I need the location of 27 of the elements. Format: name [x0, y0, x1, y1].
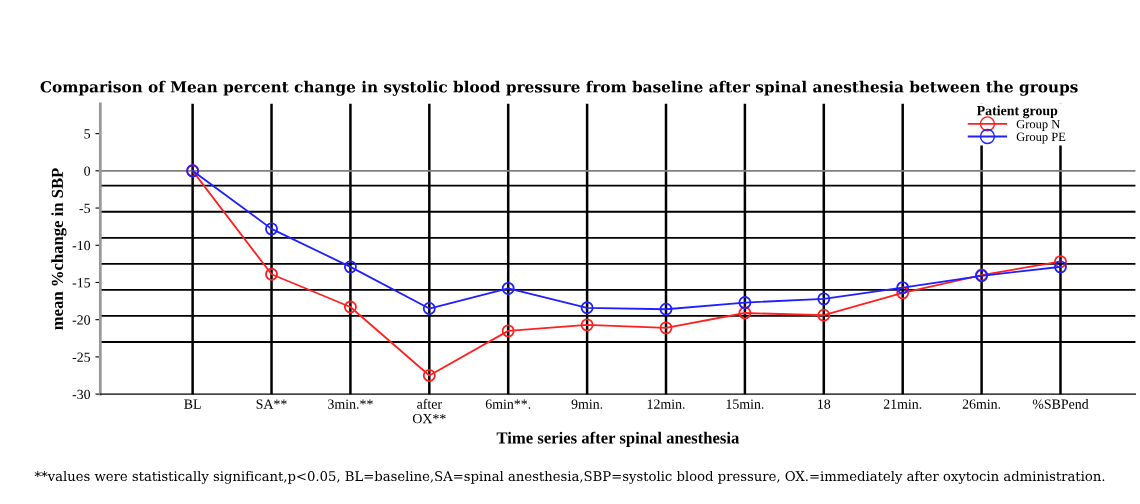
- x-tick-label: 21min.: [883, 399, 922, 409]
- x-tick-label: 9min.: [571, 399, 603, 409]
- x-tick-label: 3min.**: [328, 399, 373, 409]
- y-tick-label: -15: [72, 278, 91, 288]
- legend-label: Group N: [1016, 119, 1060, 131]
- y-tick-label: 0: [84, 166, 91, 176]
- chart-title: Comparison of Mean percent change in systolic blood pressure from baseline after spinal anesthesia between the groups: [40, 80, 1078, 96]
- y-tick-label: -30: [72, 389, 91, 400]
- x-tick-label: 18: [818, 399, 831, 409]
- x-tick-label: 12min.: [647, 399, 685, 409]
- x-tick-label: 26min.: [962, 399, 1001, 409]
- y-axis-title: mean %change in SBP: [51, 168, 67, 330]
- y-tick-label: -25: [72, 352, 91, 362]
- legend-label: Group PE: [1016, 132, 1066, 144]
- x-tick-label: after OX**: [412, 398, 446, 424]
- y-tick-label: -20: [72, 315, 91, 325]
- x-tick-label: 6min**.: [485, 399, 531, 409]
- x-tick-label: %SBPend: [1032, 398, 1089, 409]
- legend-title: Patient group: [976, 105, 1058, 119]
- x-tick-label: SA**: [256, 399, 287, 409]
- x-tick-label: 15min.: [726, 399, 764, 409]
- text: **values were statistically significant,p<0.05, BL=baseline,SA=spinal anesthesia,SBP=systolic blood pressure, OX.=immediately after oxytocin administration.: [34, 470, 1105, 484]
- y-tick-label: -10: [72, 240, 91, 251]
- x-tick-label: BL: [184, 399, 201, 409]
- y-tick-label: 5: [84, 129, 91, 139]
- x-axis-title: Time series after spinal anesthesia: [496, 431, 740, 447]
- y-tick-label: -5: [79, 203, 91, 213]
